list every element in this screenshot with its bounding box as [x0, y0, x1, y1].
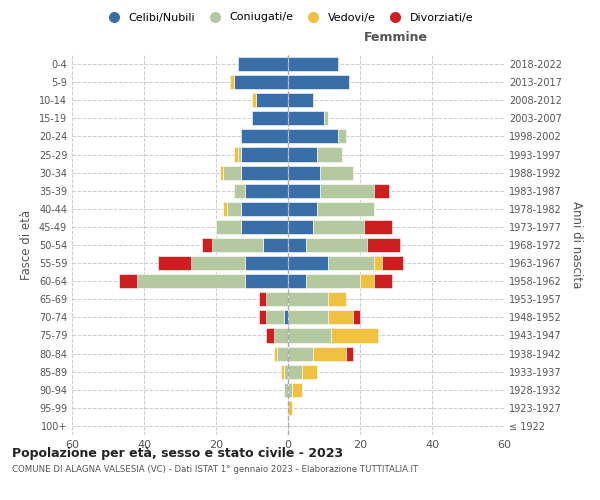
- Bar: [317, 148, 342, 162]
- Bar: [241, 202, 288, 216]
- Bar: [241, 220, 288, 234]
- Bar: [306, 238, 367, 252]
- Bar: [241, 130, 288, 143]
- Bar: [288, 93, 313, 108]
- Bar: [288, 220, 313, 234]
- Bar: [320, 184, 374, 198]
- Bar: [158, 256, 191, 270]
- Bar: [328, 310, 353, 324]
- Bar: [284, 382, 288, 397]
- Bar: [256, 93, 288, 108]
- Bar: [324, 112, 328, 126]
- Bar: [288, 184, 320, 198]
- Bar: [288, 346, 313, 360]
- Bar: [328, 256, 374, 270]
- Bar: [223, 166, 241, 179]
- Bar: [238, 148, 241, 162]
- Bar: [292, 382, 302, 397]
- Bar: [266, 292, 288, 306]
- Bar: [241, 166, 288, 179]
- Bar: [288, 130, 338, 143]
- Bar: [360, 274, 374, 288]
- Bar: [274, 328, 288, 342]
- Bar: [220, 166, 223, 179]
- Bar: [263, 238, 288, 252]
- Bar: [259, 310, 266, 324]
- Bar: [306, 274, 360, 288]
- Bar: [266, 310, 284, 324]
- Bar: [259, 292, 266, 306]
- Bar: [288, 328, 331, 342]
- Bar: [245, 256, 288, 270]
- Bar: [331, 328, 378, 342]
- Text: COMUNE DI ALAGNA VALSESIA (VC) - Dati ISTAT 1° gennaio 2023 - Elaborazione TUTTI: COMUNE DI ALAGNA VALSESIA (VC) - Dati IS…: [12, 466, 418, 474]
- Bar: [241, 148, 288, 162]
- Bar: [288, 57, 338, 71]
- Bar: [252, 93, 256, 108]
- Bar: [230, 75, 234, 89]
- Bar: [288, 75, 349, 89]
- Bar: [302, 364, 317, 378]
- Bar: [284, 310, 288, 324]
- Bar: [353, 310, 360, 324]
- Bar: [288, 274, 306, 288]
- Bar: [382, 256, 403, 270]
- Bar: [245, 274, 288, 288]
- Bar: [284, 364, 288, 378]
- Bar: [227, 202, 241, 216]
- Bar: [288, 256, 328, 270]
- Bar: [320, 166, 353, 179]
- Bar: [277, 346, 288, 360]
- Text: Popolazione per età, sesso e stato civile - 2023: Popolazione per età, sesso e stato civil…: [12, 448, 343, 460]
- Bar: [119, 274, 137, 288]
- Bar: [216, 220, 241, 234]
- Bar: [317, 202, 374, 216]
- Bar: [191, 256, 245, 270]
- Legend: Celibi/Nubili, Coniugati/e, Vedovi/e, Divorziati/e: Celibi/Nubili, Coniugati/e, Vedovi/e, Di…: [98, 8, 478, 27]
- Bar: [234, 184, 245, 198]
- Bar: [288, 202, 317, 216]
- Bar: [328, 292, 346, 306]
- Bar: [288, 238, 306, 252]
- Bar: [288, 112, 324, 126]
- Bar: [288, 401, 292, 415]
- Bar: [223, 202, 227, 216]
- Bar: [234, 75, 288, 89]
- Bar: [288, 292, 328, 306]
- Text: Femmine: Femmine: [364, 30, 428, 44]
- Bar: [252, 112, 288, 126]
- Bar: [212, 238, 263, 252]
- Bar: [274, 346, 277, 360]
- Bar: [288, 166, 320, 179]
- Bar: [367, 238, 400, 252]
- Bar: [313, 220, 364, 234]
- Bar: [364, 220, 392, 234]
- Bar: [281, 364, 284, 378]
- Bar: [374, 274, 392, 288]
- Bar: [234, 148, 238, 162]
- Bar: [288, 148, 317, 162]
- Bar: [346, 346, 353, 360]
- Bar: [374, 256, 382, 270]
- Bar: [374, 184, 389, 198]
- Bar: [288, 364, 302, 378]
- Y-axis label: Fasce di età: Fasce di età: [20, 210, 33, 280]
- Bar: [288, 382, 292, 397]
- Bar: [313, 346, 346, 360]
- Bar: [202, 238, 212, 252]
- Bar: [288, 310, 328, 324]
- Bar: [266, 328, 274, 342]
- Bar: [137, 274, 245, 288]
- Bar: [338, 130, 346, 143]
- Bar: [245, 184, 288, 198]
- Y-axis label: Anni di nascita: Anni di nascita: [569, 202, 583, 288]
- Bar: [238, 57, 288, 71]
